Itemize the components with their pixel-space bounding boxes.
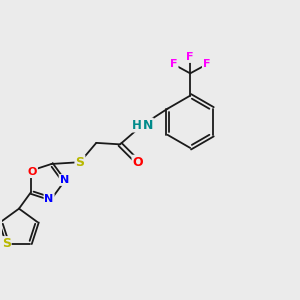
Text: O: O [133, 156, 143, 169]
Text: O: O [28, 167, 37, 177]
Text: F: F [186, 52, 194, 62]
Text: S: S [75, 156, 84, 169]
Text: N: N [44, 194, 54, 204]
Text: N: N [142, 118, 153, 131]
Text: S: S [2, 237, 11, 250]
Text: F: F [170, 59, 178, 70]
Text: N: N [60, 175, 69, 185]
Text: F: F [203, 59, 210, 70]
Text: H: H [132, 118, 142, 131]
